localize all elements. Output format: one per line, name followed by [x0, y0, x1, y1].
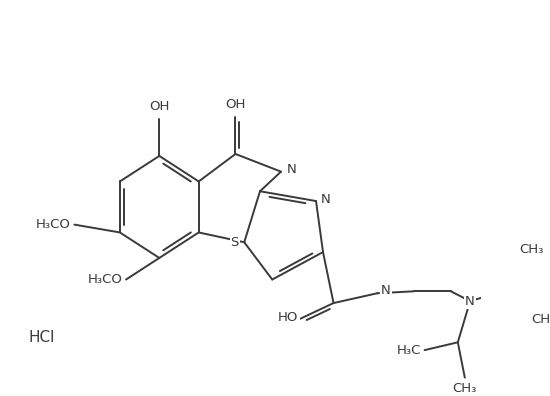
Text: N: N — [381, 284, 390, 297]
Text: H₃CO: H₃CO — [36, 218, 71, 231]
Text: H₃CO: H₃CO — [87, 273, 123, 286]
Text: N: N — [465, 295, 475, 308]
Text: S: S — [230, 236, 239, 249]
Text: HO: HO — [278, 311, 299, 324]
Text: CH₃: CH₃ — [453, 381, 477, 394]
Text: CH₃: CH₃ — [519, 243, 543, 256]
Text: OH: OH — [226, 98, 246, 111]
Text: H₃C: H₃C — [397, 344, 421, 357]
Text: N: N — [287, 163, 297, 176]
Text: N: N — [321, 192, 330, 206]
Text: HCl: HCl — [28, 330, 54, 345]
Text: CH₃: CH₃ — [531, 313, 550, 326]
Text: OH: OH — [149, 100, 169, 113]
